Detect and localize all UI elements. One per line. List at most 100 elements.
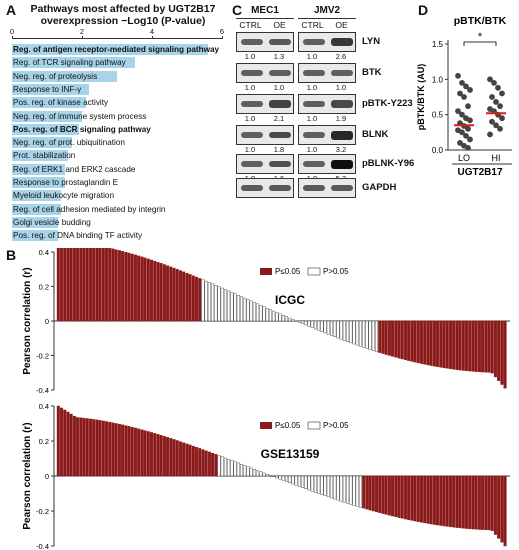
panel-b-gene-tick: [325, 299, 326, 300]
panel-b-gene-tick: [206, 406, 207, 407]
panel-d-point: [499, 90, 505, 97]
panel-b-gene-tick: [93, 406, 94, 407]
panel-b-gene-tick: [415, 454, 416, 455]
panel-b-bar: [143, 430, 147, 477]
blot-protein-label: pBLNK-Y96: [362, 158, 415, 169]
panel-b-gene-tick: [357, 454, 358, 455]
blot-band: [303, 132, 325, 138]
panel-b-bar: [481, 475, 485, 530]
panel-b-bar: [297, 475, 301, 487]
panel-b-gene-tick: [103, 406, 104, 407]
panel-b-gene-tick: [219, 406, 220, 407]
panel-b-bar: [468, 475, 472, 530]
panel-b-gene-tick: [466, 299, 467, 300]
blot-protein-label: BLNK: [362, 129, 389, 140]
panel-d-point: [499, 115, 505, 122]
panel-b-bar: [159, 435, 163, 477]
panel-b-gene-tick: [161, 406, 162, 407]
panel-d-point: [487, 76, 493, 83]
panel-b-bar: [243, 465, 247, 477]
panel-b-ytick-label: -0.4: [36, 386, 49, 395]
panel-b-gene-tick: [206, 252, 207, 253]
panel-b-gene-tick: [177, 252, 178, 253]
panel-b-bar: [108, 248, 112, 322]
panel-b-gene-tick: [367, 454, 368, 455]
pathway-row: Pos. reg. of DNA binding TF activity: [12, 230, 242, 242]
panel-a-tick-label: 4: [149, 27, 155, 36]
panel-b-bar: [493, 475, 497, 535]
panel-b-bar: [60, 248, 64, 322]
panel-a-label: A: [6, 2, 17, 18]
panel-d-point: [465, 103, 471, 110]
panel-b-bar: [461, 475, 465, 529]
panel-a-title-line2: overexpression −Log10 (P-value): [40, 15, 206, 27]
panel-b-bar: [95, 248, 99, 322]
blot-strip: [236, 154, 294, 174]
panel-b-bar: [313, 475, 317, 493]
panel-b-gene-tick: [167, 252, 168, 253]
blot-band: [241, 132, 263, 138]
panel-b-gene-tick: [248, 406, 249, 407]
panel-b-gene-tick: [132, 252, 133, 253]
panel-b-bar: [336, 320, 340, 339]
panel-b-gene-tick: [216, 406, 217, 407]
pathway-label: Reg. of TCR signaling pathway: [13, 58, 126, 68]
panel-b-gene-tick: [473, 299, 474, 300]
blot-band: [303, 70, 325, 76]
panel-b-bar: [477, 475, 481, 530]
panel-b-gene-tick: [203, 406, 204, 407]
panel-b-bar: [159, 263, 163, 322]
panel-b-gene-tick: [383, 299, 384, 300]
panel-b-gene-tick: [90, 406, 91, 407]
panel-b-bar: [362, 320, 366, 348]
panel-d-ytick-label: 1.0: [432, 75, 444, 84]
panel-b-bar: [465, 475, 469, 529]
panel-b-gene-tick: [463, 454, 464, 455]
panel-b-bar: [448, 320, 452, 370]
panel-b-bar: [342, 475, 346, 503]
panel-b-bar: [275, 475, 279, 479]
panel-b-gene-tick: [238, 406, 239, 407]
quant-value: 1.0: [306, 52, 318, 61]
panel-b-bar: [223, 289, 227, 322]
panel-b-bar: [201, 449, 205, 477]
panel-b-bar: [471, 475, 475, 530]
quant-value: 1.3: [273, 52, 285, 61]
panel-b-bar: [301, 320, 305, 324]
panel-b-bar: [137, 255, 141, 322]
panel-b-bar: [240, 463, 244, 477]
panel-b-bar: [265, 473, 269, 477]
panel-b-bar: [268, 475, 272, 477]
panel-b-gene-tick: [158, 252, 159, 253]
panel-b-gene-tick: [212, 406, 213, 407]
panel-b-bar: [304, 320, 308, 326]
panel-b-bar: [455, 475, 459, 528]
panel-b-bar: [391, 320, 395, 357]
pathway-bar: [12, 177, 65, 188]
panel-b-gene-tick: [482, 299, 483, 300]
panel-b-gene-tick: [338, 454, 339, 455]
panel-b-gene-tick: [286, 252, 287, 253]
panel-b-gene-tick: [415, 299, 416, 300]
panel-b-bar: [252, 468, 256, 477]
panel-d-point: [487, 131, 493, 138]
panel-b-gene-tick: [453, 454, 454, 455]
panel-b-bar: [153, 433, 157, 477]
panel-d-ylabel: pBTK/BTK (AU): [416, 64, 426, 131]
panel-b-bar: [426, 475, 430, 524]
panel-b-bar: [423, 475, 427, 524]
panel-b-bar: [301, 475, 305, 488]
pathway-label: Reg. of cell adhesion mediated by integr…: [13, 204, 166, 214]
panel-b-gene-tick: [164, 252, 165, 253]
panel-b-bar: [79, 248, 83, 322]
panel-b-gene-tick: [392, 454, 393, 455]
blot-band: [303, 161, 325, 167]
panel-b-gene-tick: [209, 406, 210, 407]
panel-b-gene-tick: [97, 406, 98, 407]
panel-b-bar: [227, 290, 231, 322]
panel-b-bar: [133, 427, 137, 477]
panel-b-bar: [497, 320, 501, 381]
panel-b-bar-charts: 0.4 0.2 0 -0.2 -0.4 Pearson correlation (r) P≤…: [22, 248, 510, 550]
panel-b-bar: [500, 475, 504, 543]
panel-b-bar: [111, 422, 115, 477]
